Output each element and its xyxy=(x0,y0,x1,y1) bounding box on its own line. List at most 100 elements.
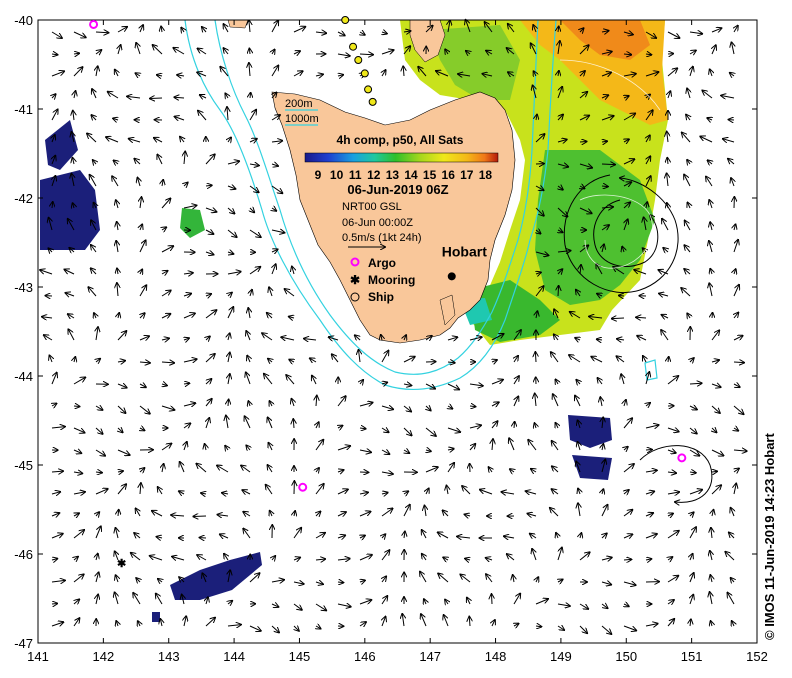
current-vector xyxy=(315,582,323,584)
current-vector xyxy=(601,558,612,561)
current-vector xyxy=(734,484,736,495)
current-vector xyxy=(486,51,493,54)
current-vector xyxy=(338,426,342,428)
current-vector xyxy=(507,48,515,55)
current-vector xyxy=(534,71,536,76)
current-vector xyxy=(491,334,504,341)
current-vector xyxy=(117,384,127,388)
current-vector xyxy=(723,139,735,142)
current-vector xyxy=(558,269,562,274)
current-vector xyxy=(205,185,212,186)
current-vector xyxy=(91,115,96,120)
current-vector xyxy=(576,290,580,297)
current-vector xyxy=(241,466,251,473)
current-vector xyxy=(687,314,690,319)
current-vector xyxy=(491,402,499,406)
current-vector xyxy=(73,472,82,473)
current-vector xyxy=(118,45,121,55)
current-vector xyxy=(359,403,373,406)
current-vector xyxy=(557,626,564,630)
current-vector xyxy=(269,443,273,451)
y-tick-label: -45 xyxy=(14,458,33,473)
current-vector xyxy=(687,89,690,99)
current-vector xyxy=(711,449,723,456)
current-vector xyxy=(68,329,75,341)
current-vector xyxy=(73,67,83,77)
current-vector xyxy=(337,396,346,407)
current-vector xyxy=(289,317,294,318)
current-vector xyxy=(262,333,273,341)
current-vector xyxy=(106,137,119,143)
x-tick-label: 149 xyxy=(550,649,572,664)
current-vector xyxy=(667,31,680,38)
current-vector xyxy=(73,158,75,165)
current-vector xyxy=(96,50,101,54)
current-vector xyxy=(382,382,387,384)
current-vector xyxy=(94,313,96,318)
current-vector xyxy=(513,594,520,605)
current-vector xyxy=(315,32,326,33)
current-vector xyxy=(51,54,57,55)
current-vector xyxy=(117,283,118,297)
current-vector xyxy=(690,573,694,583)
current-vector xyxy=(205,252,214,255)
current-vector xyxy=(469,384,483,386)
current-vector xyxy=(182,595,184,605)
current-vector xyxy=(227,186,235,189)
current-vector xyxy=(242,490,251,494)
current-vector xyxy=(205,618,215,627)
current-vector xyxy=(250,93,251,98)
current-vector xyxy=(294,626,299,631)
current-vector xyxy=(514,422,515,429)
current-vector xyxy=(65,270,75,275)
current-vector xyxy=(623,534,632,538)
current-vector xyxy=(623,159,634,165)
current-vector xyxy=(646,135,650,143)
current-vector xyxy=(465,559,470,560)
current-vector xyxy=(184,152,185,165)
current-vector xyxy=(659,294,669,297)
current-vector xyxy=(558,286,559,297)
current-vector xyxy=(116,528,119,539)
isobath-1000m-label: 1000m xyxy=(285,113,319,125)
current-vector xyxy=(150,98,163,99)
current-vector xyxy=(513,330,521,341)
current-vector xyxy=(198,49,207,55)
current-vector xyxy=(508,72,515,76)
current-vector xyxy=(337,559,350,560)
current-vector xyxy=(732,621,734,626)
current-vector xyxy=(117,405,126,413)
current-vector xyxy=(329,337,339,340)
current-vector xyxy=(578,503,580,517)
current-vector xyxy=(161,199,170,209)
current-vector xyxy=(601,73,611,77)
current-vector xyxy=(711,621,712,626)
current-vector xyxy=(467,598,470,605)
current-vector xyxy=(49,218,52,231)
current-vector xyxy=(270,511,272,516)
current-vector xyxy=(382,617,386,627)
ship-position xyxy=(360,69,369,78)
current-vector xyxy=(601,186,608,187)
current-vector xyxy=(731,578,734,582)
current-vector xyxy=(360,536,365,539)
current-vector xyxy=(689,490,702,495)
isobath-200m-label: 200m xyxy=(285,98,313,110)
current-vector xyxy=(513,575,514,583)
current-vector xyxy=(558,71,559,76)
current-vector xyxy=(403,46,410,55)
current-vector xyxy=(492,594,493,605)
current-vector xyxy=(623,625,636,631)
current-vector xyxy=(579,245,588,253)
current-vector xyxy=(623,464,634,473)
current-vector xyxy=(709,200,712,209)
current-vector xyxy=(734,428,738,431)
current-vector xyxy=(711,330,719,341)
current-vector xyxy=(425,467,438,473)
current-vector xyxy=(160,619,162,627)
current-vector xyxy=(140,428,144,430)
current-vector xyxy=(536,311,537,319)
current-vector xyxy=(222,493,229,494)
current-vector xyxy=(312,376,316,385)
current-vector xyxy=(597,339,602,340)
